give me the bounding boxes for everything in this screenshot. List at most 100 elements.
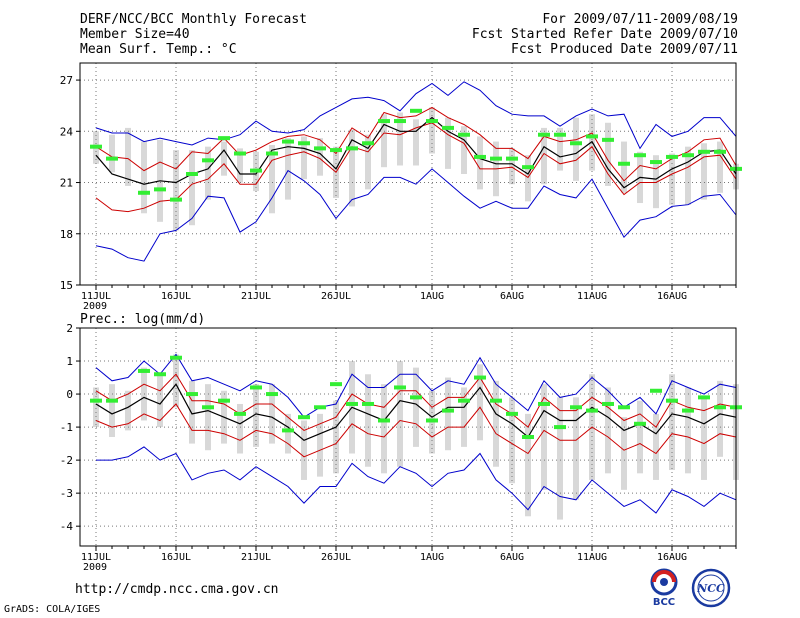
y-tick-label: 2 — [66, 322, 73, 335]
observed-marker — [234, 411, 246, 416]
observed-marker — [106, 398, 118, 403]
observed-marker — [474, 375, 486, 380]
grads-credit: GrADS: COLA/IGES — [4, 604, 101, 615]
observed-marker — [538, 132, 550, 137]
variable-label: Mean Surf. Temp.: °C — [80, 42, 237, 57]
ensemble-range-bar — [381, 114, 387, 168]
ensemble-range-bar — [525, 155, 531, 202]
y-tick-label: 18 — [60, 228, 73, 241]
ensemble-range-bar — [573, 117, 579, 181]
observed-marker — [298, 415, 310, 420]
x-tick-label: 6AUG — [500, 291, 524, 302]
observed-marker — [202, 158, 214, 163]
year-label: 2009 — [83, 301, 107, 312]
observed-marker — [634, 153, 646, 158]
x-tick-label: 6AUG — [500, 552, 524, 563]
observed-marker — [666, 154, 678, 159]
fcst-produced-date: Fcst Produced Date 2009/07/11 — [511, 42, 738, 57]
observed-marker — [266, 151, 278, 156]
ensemble-range-bar — [493, 380, 499, 467]
y-tick-label: -4 — [60, 520, 74, 533]
x-tick-label: 11AUG — [577, 552, 607, 563]
observed-marker — [154, 187, 166, 192]
observed-marker — [602, 137, 614, 142]
observed-marker — [138, 368, 150, 373]
ensemble-range-bar — [253, 384, 259, 447]
series-minus-std-line — [95, 403, 737, 458]
y-tick-label: 0 — [66, 388, 73, 401]
ensemble-range-bar — [413, 367, 419, 447]
ensemble-range-bar — [157, 374, 163, 428]
series-min-line — [96, 446, 737, 514]
ensemble-range-bar — [237, 148, 243, 183]
observed-marker — [522, 165, 534, 170]
observed-marker — [618, 405, 630, 410]
bcc-logo-text: BCC — [653, 597, 675, 608]
ensemble-range-bar — [605, 387, 611, 474]
ensemble-range-bar — [109, 384, 115, 437]
ensemble-range-bar — [173, 150, 179, 231]
series-max-line — [95, 353, 737, 418]
ensemble-range-bar — [717, 141, 723, 193]
ensemble-range-bar — [557, 127, 563, 171]
observed-marker — [698, 149, 710, 154]
observed-marker — [506, 156, 518, 161]
ensemble-range-bar — [669, 374, 675, 471]
ensemble-range-bar — [269, 384, 275, 444]
panel-temperature: 15 18 21 24 27 11JUL 16JUL 21JUL 26JUL 1AUG 6AUG 11… — [60, 62, 742, 312]
series-minus-std-line — [95, 122, 737, 213]
ensemble-range-bar — [125, 127, 131, 186]
x-tick-label: 16AUG — [657, 291, 687, 302]
ensemble-range-bar — [365, 134, 371, 190]
observed-marker — [554, 425, 566, 430]
ensemble-range-bar — [685, 146, 691, 205]
ensemble-range-bar — [685, 387, 691, 474]
ensemble-range-bar — [397, 361, 403, 467]
ensemble-range-bar — [605, 122, 611, 186]
observed-marker — [650, 160, 662, 165]
y-tick-label: -1 — [60, 421, 73, 434]
ensemble-range-bar — [701, 143, 707, 200]
observed-marker — [266, 392, 278, 397]
observed-marker — [394, 385, 406, 390]
observed-marker — [682, 153, 694, 158]
ensemble-range-bar — [621, 141, 627, 193]
bcc-logo-icon: BCC — [650, 568, 678, 608]
observed-marker — [346, 146, 358, 151]
observed-marker — [314, 146, 326, 151]
observed-marker — [538, 401, 550, 406]
ncc-logo-text: NCC — [696, 582, 725, 595]
year-label: 2009 — [83, 562, 107, 573]
observed-marker — [490, 156, 502, 161]
ensemble-range-bar — [477, 364, 483, 441]
y-tick-label: 15 — [60, 279, 73, 292]
observed-marker — [714, 405, 726, 410]
ensemble-range-bar — [525, 413, 531, 517]
ensemble-range-bar — [205, 384, 211, 451]
series-min-line — [95, 168, 737, 262]
ensemble-range-bar — [541, 127, 547, 185]
ensemble-range-bar — [429, 107, 435, 154]
ensemble-range-bar — [205, 146, 211, 200]
source-url[interactable]: http://cmdp.ncc.cma.gov.cn — [75, 582, 279, 597]
y-tick-label: 1 — [66, 355, 73, 368]
ensemble-range-bar — [285, 138, 291, 200]
chart-title: DERF/NCC/BCC Monthly Forecast — [80, 12, 307, 27]
observed-marker — [314, 405, 326, 410]
observed-marker — [442, 408, 454, 413]
member-size: Member Size=40 — [80, 27, 190, 42]
observed-marker — [282, 428, 294, 433]
panel-precipitation: -4 -3 -2 -1 0 1 2 11JUL 16JUL 21JUL 26JUL 1AUG 6AUG 1… — [60, 312, 742, 573]
ensemble-range-bar — [349, 129, 355, 207]
y-tick-label: 24 — [60, 125, 74, 138]
ensemble-range-bar — [141, 141, 147, 214]
observed-marker — [346, 401, 358, 406]
ensemble-range-bar — [653, 413, 659, 480]
observed-marker — [330, 382, 342, 387]
x-tick-label: 11AUG — [577, 291, 607, 302]
observed-marker — [202, 405, 214, 410]
observed-marker — [458, 132, 470, 137]
ensemble-range-bar — [477, 136, 483, 190]
x-tick-label: 26JUL — [321, 291, 351, 302]
